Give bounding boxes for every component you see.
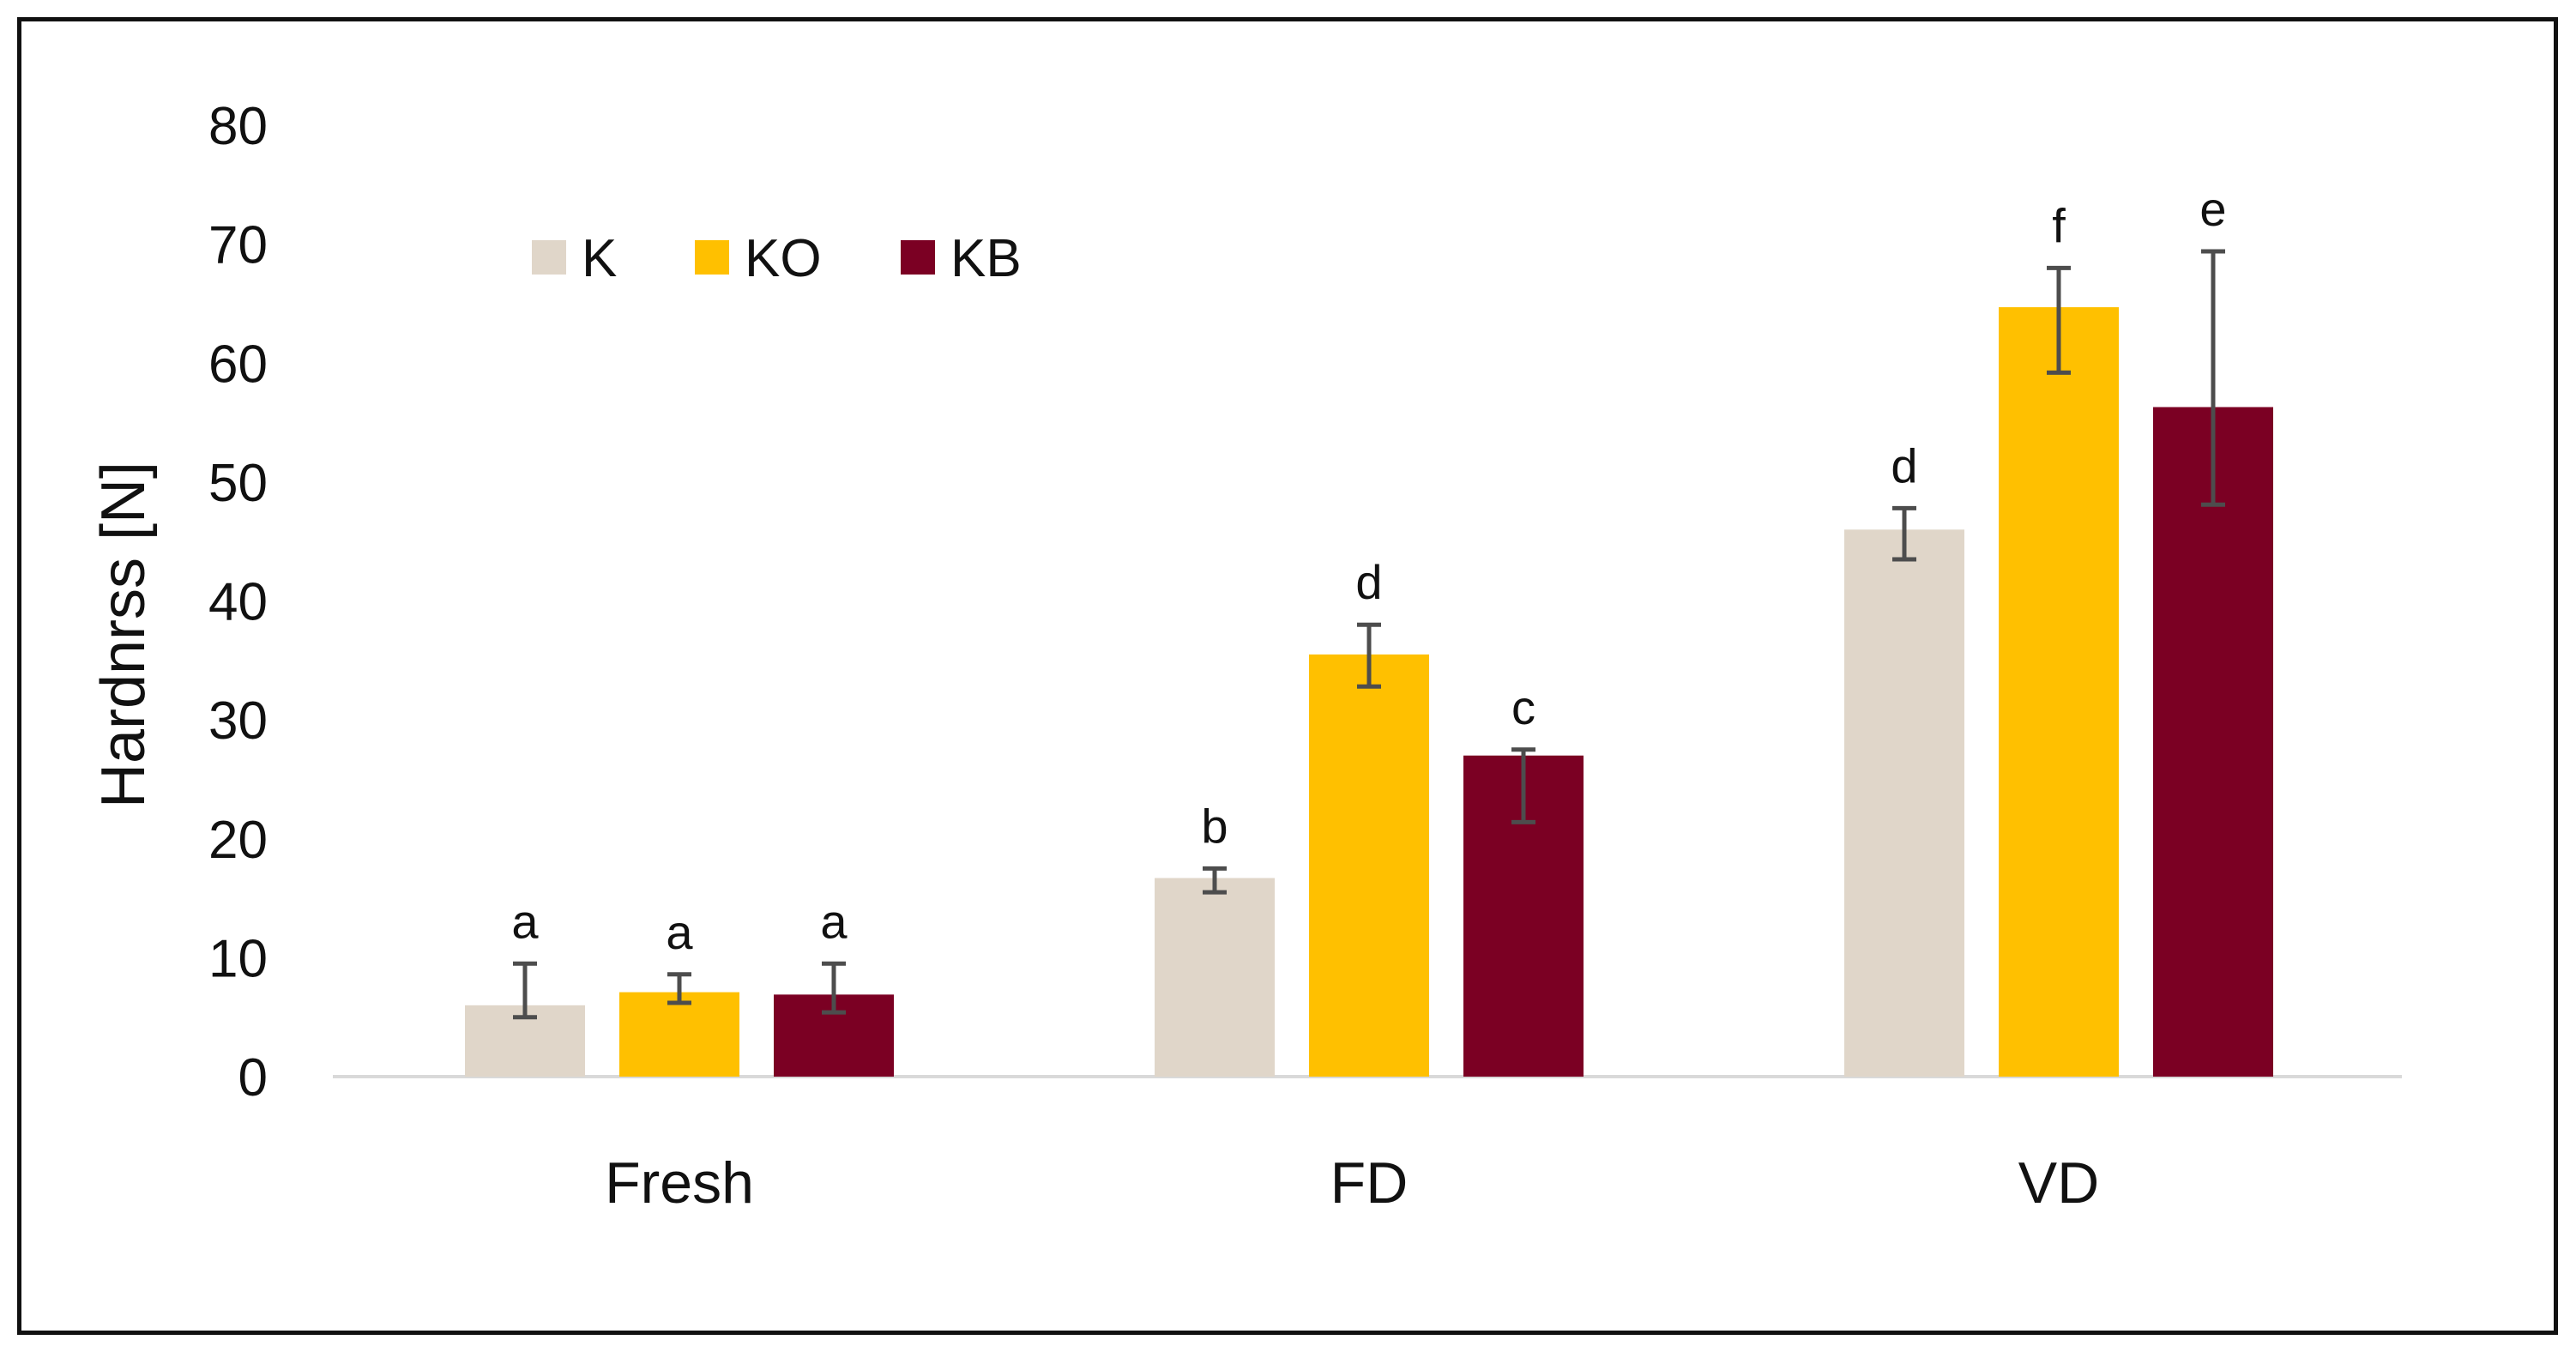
significance-label: d <box>1355 555 1382 609</box>
y-tick-label: 70 <box>208 216 268 275</box>
y-axis-ticks: 0 10 20 30 40 50 60 70 80 <box>208 97 268 1108</box>
bar-ko-vd <box>1999 307 2119 1077</box>
error-bar-k-fd <box>1203 866 1227 895</box>
x-category-label: FD <box>1330 1150 1409 1216</box>
error-bar-kb-fresh <box>822 961 846 1015</box>
significance-label: d <box>1891 438 1917 492</box>
error-bar-ko-fresh <box>667 972 691 1005</box>
legend-item-kb: KB <box>901 229 1022 288</box>
significance-label: e <box>2199 182 2226 236</box>
legend-swatch <box>901 240 935 275</box>
significance-label: f <box>2052 198 2066 252</box>
y-tick-label: 40 <box>208 573 268 632</box>
y-tick-label: 20 <box>208 811 268 870</box>
bar-k-vd <box>1844 529 1964 1077</box>
y-tick-label: 80 <box>208 97 268 156</box>
significance-label: a <box>511 894 539 948</box>
legend-swatch <box>695 240 729 275</box>
y-tick-label: 30 <box>208 691 268 751</box>
significance-label: a <box>666 905 693 959</box>
error-bar-kb-vd <box>2201 249 2225 507</box>
y-tick-label: 50 <box>208 454 268 513</box>
bar-k-fd <box>1155 878 1275 1077</box>
error-bar-kb-fd <box>1511 747 1535 824</box>
chart-frame <box>17 17 2558 1335</box>
legend-label: KB <box>950 229 1022 288</box>
y-tick-label: 60 <box>208 335 268 394</box>
legend-item-k: K <box>532 229 617 288</box>
legend-item-ko: KO <box>695 229 822 288</box>
significance-labels: a a a b d c d f e <box>511 182 2226 959</box>
x-axis-categories: Fresh FD VD <box>605 1150 2099 1216</box>
error-bar-ko-vd <box>2047 265 2071 375</box>
significance-label: b <box>1201 799 1228 853</box>
y-tick-label: 0 <box>238 1048 268 1108</box>
legend-swatch <box>532 240 566 275</box>
legend: K KO KB <box>532 229 1022 288</box>
y-tick-label: 10 <box>208 929 268 988</box>
legend-label: KO <box>745 229 822 288</box>
y-axis-title: Hardnrss [N] <box>89 462 158 808</box>
legend-label: K <box>582 229 617 288</box>
error-bar-k-fresh <box>513 961 537 1020</box>
x-category-label: Fresh <box>605 1150 754 1216</box>
bar-kb-vd <box>2153 407 2273 1077</box>
significance-label: a <box>820 894 848 948</box>
error-bar-ko-fd <box>1357 622 1381 689</box>
error-bar-k-vd <box>1892 505 1916 562</box>
x-category-label: VD <box>2018 1150 2099 1216</box>
bar-ko-fresh <box>619 992 739 1077</box>
significance-label: c <box>1511 680 1535 734</box>
bar-series <box>465 307 2273 1077</box>
error-bars <box>513 249 2225 1020</box>
bar-ko-fd <box>1309 654 1429 1077</box>
